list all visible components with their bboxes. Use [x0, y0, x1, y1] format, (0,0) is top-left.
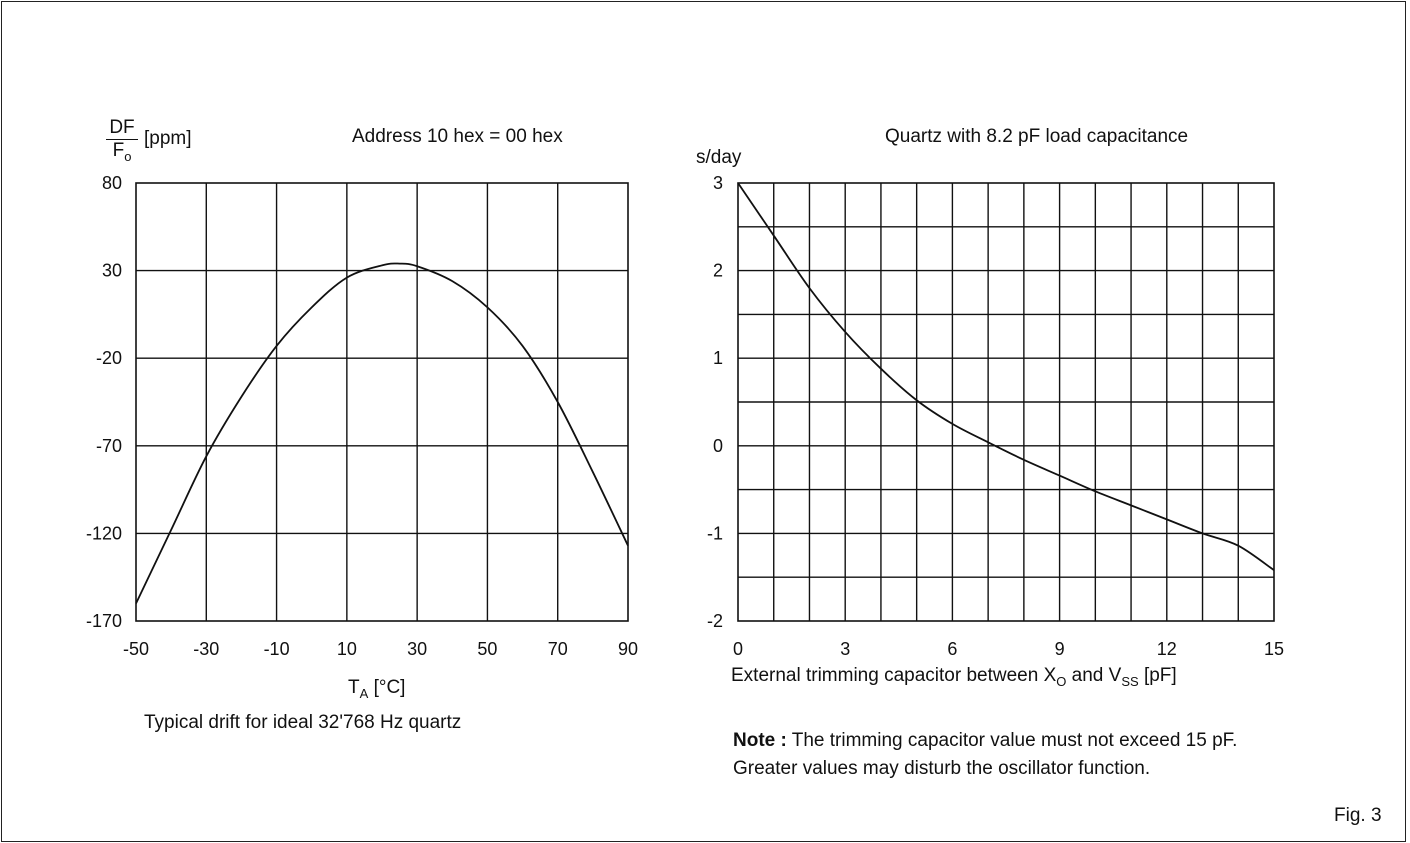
left-xlabel: TA [°C] [348, 677, 405, 701]
chart-2: 0 3 6 9 12 15 3 2 1 0 -1 -2 [707, 173, 1284, 659]
chart-1-series-line [135, 262, 629, 604]
y-tick-label: -120 [86, 523, 122, 543]
left-xlabel-sub: A [359, 685, 369, 701]
right-xlabel-mid: and V [1066, 665, 1122, 686]
x-tick-label: 50 [477, 639, 497, 659]
y-tick-label: 0 [713, 436, 723, 456]
x-tick-label: 12 [1157, 639, 1177, 659]
x-tick-label: -30 [193, 639, 219, 659]
y-tick-label: -70 [96, 436, 122, 456]
left-ylabel-unit: [ppm] [144, 128, 192, 149]
chart-2-series-line [737, 182, 1275, 571]
left-chart-title: Address 10 hex = 00 hex [352, 126, 563, 147]
right-xlabel-pre: External trimming capacitor between X [731, 665, 1057, 686]
x-tick-label: 0 [733, 639, 743, 659]
x-tick-label: 9 [1055, 639, 1065, 659]
chart-1-plot-area [135, 182, 629, 622]
y-tick-label: 1 [713, 348, 723, 368]
note-text: Note : The trimming capacitor value must… [733, 727, 1237, 783]
right-xlabel-sub2: SS [1121, 673, 1139, 689]
left-ylabel-denominator-sub: o [124, 148, 132, 164]
x-tick-label: 6 [947, 639, 957, 659]
right-xlabel-post: [pF] [1138, 665, 1177, 686]
y-tick-label: 80 [102, 173, 122, 193]
x-tick-label: -10 [264, 639, 290, 659]
x-tick-label: 10 [337, 639, 357, 659]
right-xlabel: External trimming capacitor between XO a… [731, 665, 1177, 689]
left-caption: Typical drift for ideal 32'768 Hz quartz [144, 712, 462, 733]
x-tick-label: 30 [407, 639, 427, 659]
x-tick-label: 90 [618, 639, 638, 659]
left-xlabel-unit: [°C] [373, 677, 406, 698]
chart-2-plot-area [737, 182, 1275, 622]
right-xlabel-sub1: O [1056, 673, 1067, 689]
x-tick-label: 70 [548, 639, 568, 659]
y-tick-label: -170 [86, 611, 122, 631]
right-chart-title: Quartz with 8.2 pF load capacitance [885, 126, 1189, 147]
y-tick-label: -20 [96, 348, 122, 368]
note-bold: Note : [733, 730, 787, 751]
y-tick-label: 3 [713, 173, 723, 193]
note-line2: Greater values may disturb the oscillato… [733, 758, 1151, 779]
right-ylabel: s/day [696, 147, 742, 168]
x-tick-label: -50 [123, 639, 149, 659]
y-tick-label: 2 [713, 261, 723, 281]
figure-label: Fig. 3 [1334, 805, 1382, 826]
x-tick-label: 3 [840, 639, 850, 659]
left-ylabel-numerator: DF [109, 117, 135, 138]
chart-1: -50 -30 -10 10 30 50 70 90 80 30 -20 -70 -120 -170 [86, 173, 638, 659]
note-line1: The trimming capacitor value must not ex… [786, 730, 1238, 751]
left-ylabel-fraction-bar [106, 139, 138, 140]
chart-1-grid [136, 183, 628, 621]
left-ylabel-denominator: F [112, 140, 125, 161]
y-tick-label: 30 [102, 261, 122, 281]
y-tick-label: -2 [707, 611, 723, 631]
chart-2-grid [738, 183, 1274, 621]
x-tick-label: 15 [1264, 639, 1284, 659]
y-tick-label: -1 [707, 523, 723, 543]
left-xlabel-main: T [348, 677, 360, 698]
